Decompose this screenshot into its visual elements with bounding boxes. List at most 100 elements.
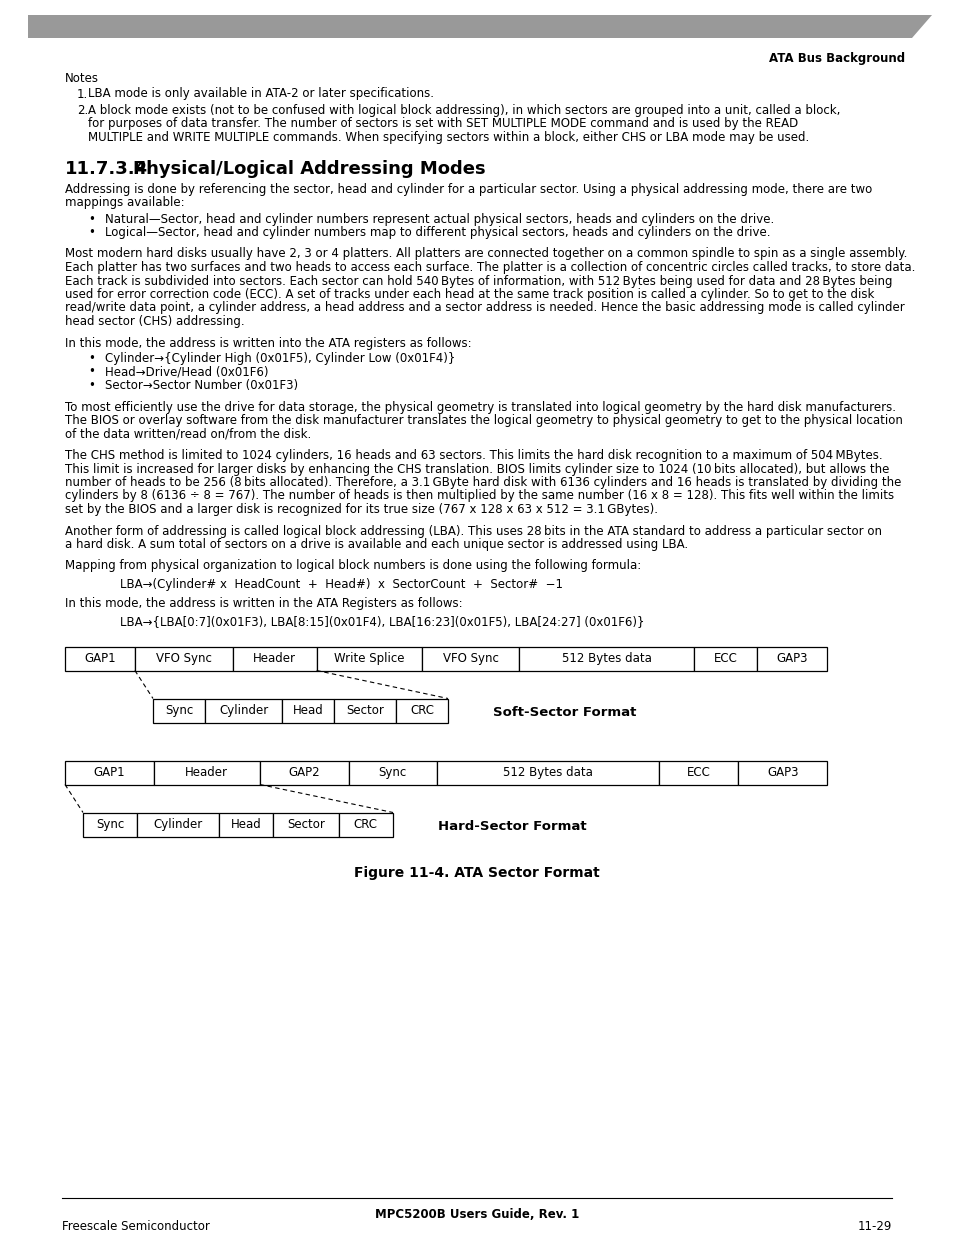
Bar (436, 761, 658, 784)
Text: Notes: Notes (65, 72, 99, 85)
Text: The BIOS or overlay software from the disk manufacturer translates the logical g: The BIOS or overlay software from the di… (65, 414, 902, 427)
Bar (137, 813, 219, 836)
Bar (134, 646, 233, 671)
Text: 11-29: 11-29 (857, 1220, 891, 1233)
Text: GAP1: GAP1 (84, 652, 115, 664)
Bar (65, 646, 134, 671)
Text: a hard disk. A sum total of sectors on a drive is available and each unique sect: a hard disk. A sum total of sectors on a… (65, 538, 687, 551)
Text: The CHS method is limited to 1024 cylinders, 16 heads and 63 sectors. This limit: The CHS method is limited to 1024 cylind… (65, 450, 882, 462)
Text: used for error correction code (ECC). A set of tracks under each head at the sam: used for error correction code (ECC). A … (65, 288, 874, 301)
Polygon shape (28, 15, 931, 38)
Text: mappings available:: mappings available: (65, 196, 185, 209)
Bar (518, 646, 694, 671)
Text: Each track is subdivided into sectors. Each sector can hold 540 Bytes of informa: Each track is subdivided into sectors. E… (65, 274, 892, 288)
Bar (233, 646, 316, 671)
Text: 512 Bytes data: 512 Bytes data (502, 766, 592, 779)
Text: cylinders by 8 (6136 ÷ 8 = 767). The number of heads is then multiplied by the s: cylinders by 8 (6136 ÷ 8 = 767). The num… (65, 489, 893, 503)
Text: •: • (88, 379, 94, 391)
Bar (334, 699, 395, 722)
Bar (152, 699, 205, 722)
Text: Head: Head (293, 704, 323, 718)
Text: Cylinder: Cylinder (153, 818, 203, 831)
Text: Header: Header (185, 766, 228, 779)
Text: LBA→(Cylinder# x  HeadCount  +  Head#)  x  SectorCount  +  Sector#  −1: LBA→(Cylinder# x HeadCount + Head#) x Se… (120, 578, 562, 592)
Text: Soft-Sector Format: Soft-Sector Format (493, 706, 636, 720)
Text: for purposes of data transfer. The number of sectors is set with SET MULTIPLE MO: for purposes of data transfer. The numbe… (88, 117, 798, 131)
Text: MPC5200B Users Guide, Rev. 1: MPC5200B Users Guide, Rev. 1 (375, 1208, 578, 1221)
Text: •: • (88, 366, 94, 378)
Text: In this mode, the address is written into the ATA registers as follows:: In this mode, the address is written int… (65, 336, 471, 350)
Text: GAP3: GAP3 (766, 766, 798, 779)
Text: LBA→{LBA[0:7](0x01F3), LBA[8:15](0x01F4), LBA[16:23](0x01F5), LBA[24:27] (0x01F6: LBA→{LBA[0:7](0x01F3), LBA[8:15](0x01F4)… (120, 615, 644, 629)
Bar (738, 761, 826, 784)
Bar (421, 646, 518, 671)
Bar (205, 699, 282, 722)
Text: Head: Head (231, 818, 261, 831)
Text: LBA mode is only available in ATA-2 or later specifications.: LBA mode is only available in ATA-2 or l… (88, 88, 434, 100)
Text: Sector: Sector (346, 704, 384, 718)
Text: ECC: ECC (713, 652, 737, 664)
Text: Most modern hard disks usually have 2, 3 or 4 platters. All platters are connect: Most modern hard disks usually have 2, 3… (65, 247, 906, 261)
Text: This limit is increased for larger disks by enhancing the CHS translation. BIOS : This limit is increased for larger disks… (65, 462, 888, 475)
Text: Sync: Sync (378, 766, 407, 779)
Bar (348, 761, 436, 784)
Text: •: • (88, 226, 94, 240)
Text: ATA Bus Background: ATA Bus Background (768, 52, 904, 65)
Text: GAP2: GAP2 (288, 766, 319, 779)
Bar (338, 813, 393, 836)
Text: Natural—Sector, head and cylinder numbers represent actual physical sectors, hea: Natural—Sector, head and cylinder number… (105, 212, 774, 226)
Text: Another form of addressing is called logical block addressing (LBA). This uses 2: Another form of addressing is called log… (65, 525, 882, 537)
Text: Sync: Sync (96, 818, 124, 831)
Text: Cylinder: Cylinder (219, 704, 268, 718)
Text: VFO Sync: VFO Sync (442, 652, 497, 664)
Text: Sector: Sector (287, 818, 325, 831)
Text: MULTIPLE and WRITE MULTIPLE commands. When specifying sectors within a block, ei: MULTIPLE and WRITE MULTIPLE commands. Wh… (88, 131, 808, 144)
Text: Figure 11-4. ATA Sector Format: Figure 11-4. ATA Sector Format (354, 867, 599, 881)
Bar (316, 646, 421, 671)
Text: Cylinder→{Cylinder High (0x01F5), Cylinder Low (0x01F4)}: Cylinder→{Cylinder High (0x01F5), Cylind… (105, 352, 455, 366)
Text: 11.7.3.4: 11.7.3.4 (65, 161, 148, 179)
Text: To most efficiently use the drive for data storage, the physical geometry is tra: To most efficiently use the drive for da… (65, 400, 895, 414)
Bar (757, 646, 826, 671)
Text: A block mode exists (not to be confused with logical block addressing), in which: A block mode exists (not to be confused … (88, 104, 840, 117)
Text: In this mode, the address is written in the ATA Registers as follows:: In this mode, the address is written in … (65, 597, 462, 610)
Text: VFO Sync: VFO Sync (155, 652, 212, 664)
Text: number of heads to be 256 (8 bits allocated). Therefore, a 3.1 GByte hard disk w: number of heads to be 256 (8 bits alloca… (65, 475, 901, 489)
Text: Addressing is done by referencing the sector, head and cylinder for a particular: Addressing is done by referencing the se… (65, 183, 871, 195)
Text: Write Splice: Write Splice (334, 652, 404, 664)
Text: 1.: 1. (77, 88, 89, 100)
Text: •: • (88, 212, 94, 226)
Text: read/write data point, a cylinder address, a head address and a sector address i: read/write data point, a cylinder addres… (65, 301, 903, 315)
Bar (83, 813, 137, 836)
Text: ECC: ECC (686, 766, 710, 779)
Text: Header: Header (253, 652, 296, 664)
Text: 2.: 2. (77, 104, 89, 117)
Text: Hard-Sector Format: Hard-Sector Format (437, 820, 586, 834)
Text: Each platter has two surfaces and two heads to access each surface. The platter : Each platter has two surfaces and two he… (65, 261, 915, 274)
Bar (282, 699, 334, 722)
Text: head sector (CHS) addressing.: head sector (CHS) addressing. (65, 315, 244, 329)
Text: •: • (88, 352, 94, 366)
Text: Mapping from physical organization to logical block numbers is done using the fo: Mapping from physical organization to lo… (65, 559, 640, 573)
Text: Sector→Sector Number (0x01F3): Sector→Sector Number (0x01F3) (105, 379, 297, 391)
Text: GAP1: GAP1 (93, 766, 125, 779)
Text: of the data written/read on/from the disk.: of the data written/read on/from the dis… (65, 427, 311, 441)
Bar (694, 646, 757, 671)
Bar (395, 699, 448, 722)
Text: Head→Drive/Head (0x01F6): Head→Drive/Head (0x01F6) (105, 366, 268, 378)
Text: Physical/Logical Addressing Modes: Physical/Logical Addressing Modes (132, 161, 485, 179)
Bar (219, 813, 274, 836)
Bar (153, 761, 259, 784)
Text: Logical—Sector, head and cylinder numbers map to different physical sectors, hea: Logical—Sector, head and cylinder number… (105, 226, 770, 240)
Text: Sync: Sync (165, 704, 193, 718)
Text: set by the BIOS and a larger disk is recognized for its true size (767 x 128 x 6: set by the BIOS and a larger disk is rec… (65, 503, 658, 516)
Bar (658, 761, 738, 784)
Text: CRC: CRC (410, 704, 434, 718)
Text: 512 Bytes data: 512 Bytes data (561, 652, 651, 664)
Bar (65, 761, 153, 784)
Text: Freescale Semiconductor: Freescale Semiconductor (62, 1220, 210, 1233)
Bar (259, 761, 348, 784)
Bar (274, 813, 338, 836)
Text: CRC: CRC (354, 818, 377, 831)
Text: GAP3: GAP3 (776, 652, 807, 664)
